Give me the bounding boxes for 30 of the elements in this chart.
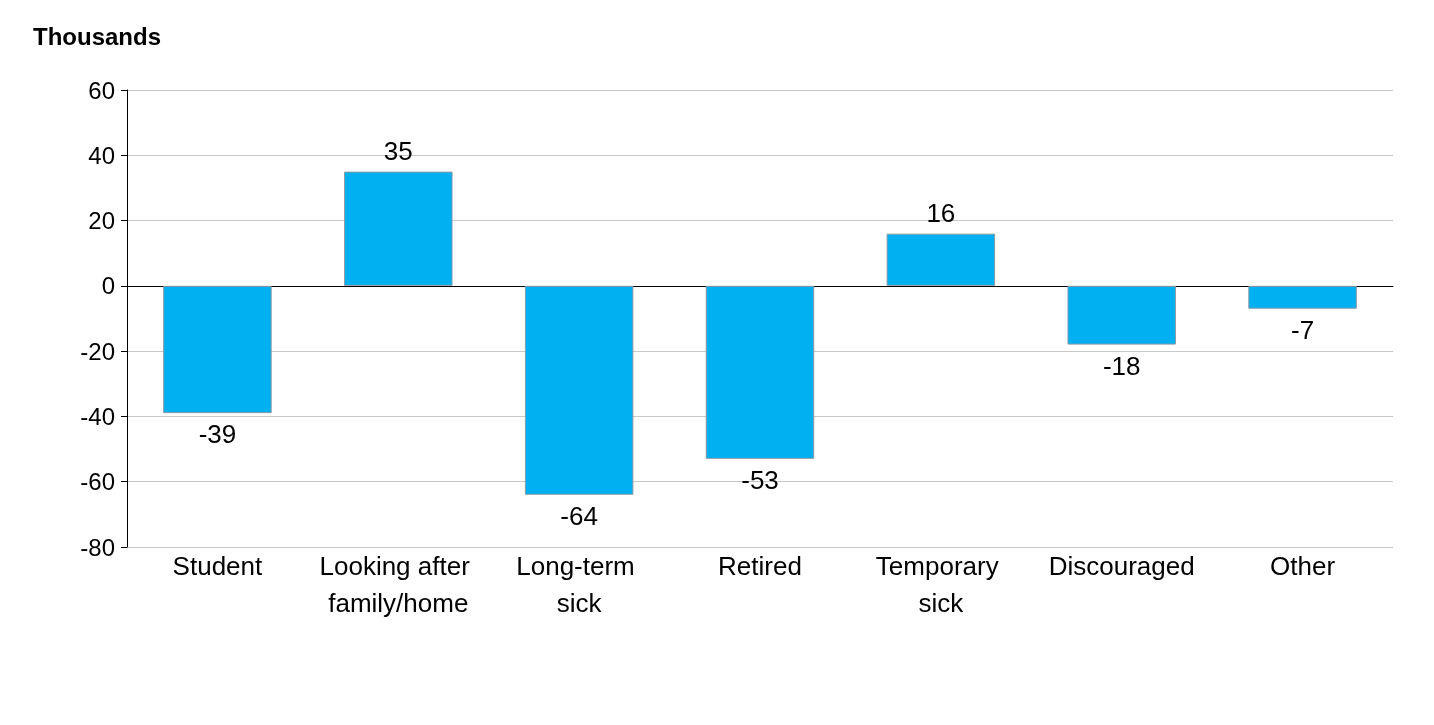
data-label: -39 (198, 419, 237, 450)
x-tick-label: Retired (718, 550, 802, 581)
x-tick-label: Temporary sick (875, 550, 1006, 618)
data-label: -64 (560, 500, 598, 531)
data-label: 16 (926, 197, 956, 228)
y-axis-title: Thousands (33, 22, 162, 50)
bar (524, 285, 634, 495)
bar (886, 233, 996, 286)
data-label: 35 (383, 135, 413, 166)
bar (163, 285, 272, 414)
x-tick-label: Long-term sick (516, 550, 643, 618)
x-tick-label: Looking after family/home (319, 550, 478, 618)
y-tick-label: -60 (80, 468, 115, 496)
y-tick-label: -80 (80, 533, 115, 561)
y-tick-label: 60 (88, 76, 115, 104)
x-tick-label: Discouraged (1048, 550, 1195, 581)
bar (1248, 285, 1357, 309)
y-tick-label: -40 (80, 402, 115, 430)
bar (344, 171, 453, 286)
y-tick-label: 40 (88, 141, 115, 169)
data-label: -7 (1291, 314, 1315, 345)
y-tick-label: -20 (80, 337, 115, 365)
data-label: -18 (1102, 350, 1141, 381)
y-tick-label: 20 (88, 207, 115, 235)
data-label: -53 (741, 464, 779, 495)
x-tick-label: Other (1270, 550, 1336, 581)
x-tick-label: Student (172, 550, 264, 581)
bar (1067, 285, 1176, 345)
y-tick-label: 0 (101, 272, 115, 300)
bar (705, 285, 815, 459)
